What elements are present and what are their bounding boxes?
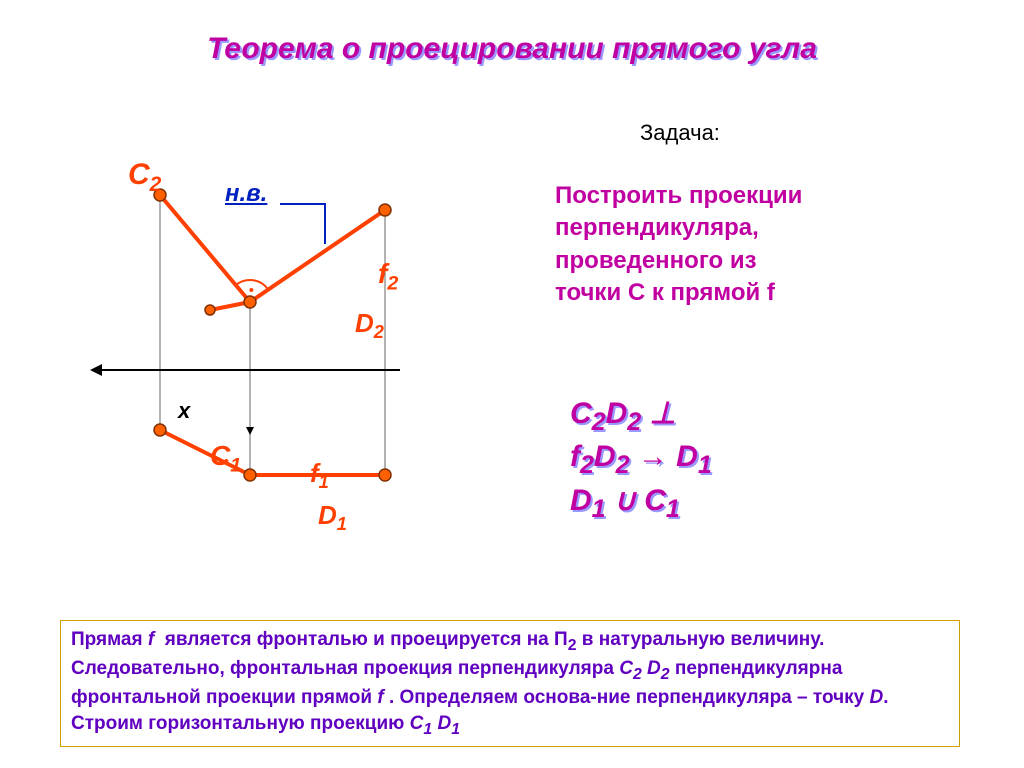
nv-label: н.в. — [225, 180, 267, 208]
D2-label: D2 — [355, 308, 384, 343]
task-label: Задача: — [640, 120, 720, 146]
slide-root: Теорема о проецировании прямого угла Зад… — [0, 0, 1024, 768]
f2-label: f2 — [378, 258, 398, 296]
slide-title: Теорема о проецировании прямого угла — [0, 32, 1024, 66]
math-block: C2D2 ⊥f2D2 → D1D1 ∪ C1 — [570, 395, 712, 525]
C2-label: С2 — [128, 158, 161, 197]
D1-label: D1 — [318, 500, 347, 535]
diagram — [90, 140, 490, 580]
x-label: x — [178, 398, 190, 424]
f1-label: f1 — [310, 458, 329, 493]
task-text: Построить проекцииперпендикуляра,проведе… — [555, 180, 802, 310]
C1-label: С1 — [210, 440, 241, 478]
footer-note: Прямая f является фронталью и проецирует… — [60, 620, 960, 747]
